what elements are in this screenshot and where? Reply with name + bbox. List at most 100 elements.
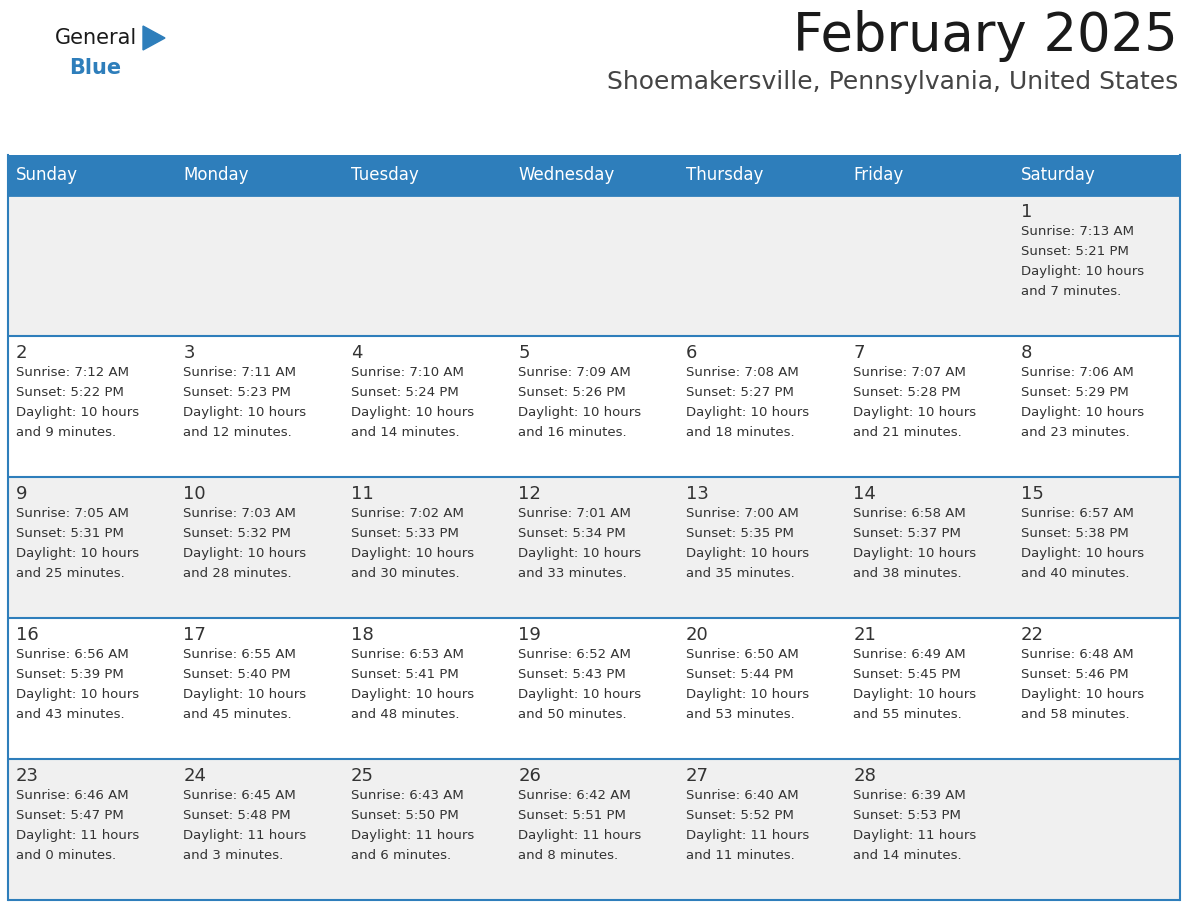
Bar (8, 759, 1180, 900)
Text: Sunset: 5:46 PM: Sunset: 5:46 PM (1020, 668, 1129, 681)
Text: and 6 minutes.: and 6 minutes. (350, 849, 451, 862)
Text: Sunrise: 6:56 AM: Sunrise: 6:56 AM (15, 648, 128, 661)
Text: 13: 13 (685, 485, 708, 503)
Text: and 38 minutes.: and 38 minutes. (853, 567, 962, 580)
Text: Sunset: 5:28 PM: Sunset: 5:28 PM (853, 386, 961, 399)
Text: 12: 12 (518, 485, 542, 503)
Text: and 55 minutes.: and 55 minutes. (853, 708, 962, 721)
Text: and 30 minutes.: and 30 minutes. (350, 567, 460, 580)
Text: Sunset: 5:40 PM: Sunset: 5:40 PM (183, 668, 291, 681)
Text: 27: 27 (685, 767, 709, 785)
Text: Friday: Friday (853, 166, 903, 184)
Text: Daylight: 10 hours: Daylight: 10 hours (183, 688, 307, 701)
Text: Sunset: 5:48 PM: Sunset: 5:48 PM (183, 809, 291, 822)
Text: and 35 minutes.: and 35 minutes. (685, 567, 795, 580)
Text: Daylight: 10 hours: Daylight: 10 hours (518, 406, 642, 419)
Text: Sunset: 5:37 PM: Sunset: 5:37 PM (853, 527, 961, 540)
Text: 3: 3 (183, 344, 195, 362)
Text: and 9 minutes.: and 9 minutes. (15, 426, 116, 439)
Text: Sunset: 5:51 PM: Sunset: 5:51 PM (518, 809, 626, 822)
Text: and 28 minutes.: and 28 minutes. (183, 567, 292, 580)
Bar (8, 336, 1180, 477)
Text: Sunrise: 7:06 AM: Sunrise: 7:06 AM (1020, 366, 1133, 379)
Text: and 33 minutes.: and 33 minutes. (518, 567, 627, 580)
Text: Sunset: 5:50 PM: Sunset: 5:50 PM (350, 809, 459, 822)
Text: Sunset: 5:27 PM: Sunset: 5:27 PM (685, 386, 794, 399)
Text: 6: 6 (685, 344, 697, 362)
Text: and 21 minutes.: and 21 minutes. (853, 426, 962, 439)
Text: Sunset: 5:45 PM: Sunset: 5:45 PM (853, 668, 961, 681)
Text: Daylight: 10 hours: Daylight: 10 hours (518, 688, 642, 701)
Text: Sunrise: 6:45 AM: Sunrise: 6:45 AM (183, 789, 296, 802)
Text: Sunset: 5:29 PM: Sunset: 5:29 PM (1020, 386, 1129, 399)
Text: Blue: Blue (69, 58, 121, 78)
Bar (8, 618, 1180, 759)
Text: Daylight: 10 hours: Daylight: 10 hours (350, 547, 474, 560)
Bar (511, 155, 677, 195)
Text: Sunrise: 7:10 AM: Sunrise: 7:10 AM (350, 366, 463, 379)
Text: 2: 2 (15, 344, 27, 362)
Text: Daylight: 10 hours: Daylight: 10 hours (853, 406, 977, 419)
Text: Sunset: 5:26 PM: Sunset: 5:26 PM (518, 386, 626, 399)
Text: and 53 minutes.: and 53 minutes. (685, 708, 795, 721)
Text: General: General (55, 28, 138, 48)
Text: Daylight: 10 hours: Daylight: 10 hours (350, 688, 474, 701)
Text: Daylight: 10 hours: Daylight: 10 hours (183, 406, 307, 419)
Text: Sunrise: 6:46 AM: Sunrise: 6:46 AM (15, 789, 128, 802)
Text: Monday: Monday (183, 166, 249, 184)
Text: Wednesday: Wednesday (518, 166, 614, 184)
Text: 15: 15 (1020, 485, 1043, 503)
Text: Sunrise: 7:07 AM: Sunrise: 7:07 AM (853, 366, 966, 379)
Text: Sunrise: 7:13 AM: Sunrise: 7:13 AM (1020, 225, 1133, 238)
Text: Sunrise: 6:55 AM: Sunrise: 6:55 AM (183, 648, 296, 661)
Text: Daylight: 11 hours: Daylight: 11 hours (350, 829, 474, 842)
Text: Sunrise: 7:03 AM: Sunrise: 7:03 AM (183, 507, 296, 520)
Text: Sunset: 5:47 PM: Sunset: 5:47 PM (15, 809, 124, 822)
Bar (845, 155, 1012, 195)
Bar (1012, 155, 1180, 195)
Text: 10: 10 (183, 485, 206, 503)
Text: 16: 16 (15, 626, 39, 644)
Bar (8, 155, 176, 195)
Text: Sunset: 5:32 PM: Sunset: 5:32 PM (183, 527, 291, 540)
Text: Sunrise: 6:53 AM: Sunrise: 6:53 AM (350, 648, 463, 661)
Text: 25: 25 (350, 767, 374, 785)
Text: and 16 minutes.: and 16 minutes. (518, 426, 627, 439)
Text: Sunset: 5:22 PM: Sunset: 5:22 PM (15, 386, 124, 399)
Text: and 7 minutes.: and 7 minutes. (1020, 285, 1120, 298)
Text: Daylight: 11 hours: Daylight: 11 hours (183, 829, 307, 842)
Text: Sunrise: 6:50 AM: Sunrise: 6:50 AM (685, 648, 798, 661)
Text: 22: 22 (1020, 626, 1043, 644)
Text: 8: 8 (1020, 344, 1032, 362)
Text: Daylight: 10 hours: Daylight: 10 hours (518, 547, 642, 560)
Bar (8, 477, 1180, 618)
Text: Tuesday: Tuesday (350, 166, 418, 184)
Text: Sunset: 5:24 PM: Sunset: 5:24 PM (350, 386, 459, 399)
Text: Sunset: 5:35 PM: Sunset: 5:35 PM (685, 527, 794, 540)
Text: and 8 minutes.: and 8 minutes. (518, 849, 619, 862)
Text: Sunday: Sunday (15, 166, 78, 184)
Text: 19: 19 (518, 626, 542, 644)
Text: Sunset: 5:34 PM: Sunset: 5:34 PM (518, 527, 626, 540)
Text: Sunset: 5:23 PM: Sunset: 5:23 PM (183, 386, 291, 399)
Text: 26: 26 (518, 767, 542, 785)
Text: Thursday: Thursday (685, 166, 763, 184)
Text: 1: 1 (1020, 203, 1032, 221)
Bar (343, 155, 511, 195)
Text: Daylight: 10 hours: Daylight: 10 hours (853, 688, 977, 701)
Text: 28: 28 (853, 767, 876, 785)
Text: Daylight: 11 hours: Daylight: 11 hours (685, 829, 809, 842)
Text: Sunrise: 6:48 AM: Sunrise: 6:48 AM (1020, 648, 1133, 661)
Text: 4: 4 (350, 344, 362, 362)
Text: Sunset: 5:41 PM: Sunset: 5:41 PM (350, 668, 459, 681)
Text: Sunset: 5:53 PM: Sunset: 5:53 PM (853, 809, 961, 822)
Text: Sunrise: 6:49 AM: Sunrise: 6:49 AM (853, 648, 966, 661)
Text: Sunset: 5:44 PM: Sunset: 5:44 PM (685, 668, 794, 681)
Text: 9: 9 (15, 485, 27, 503)
Text: Sunrise: 7:11 AM: Sunrise: 7:11 AM (183, 366, 297, 379)
Text: Sunrise: 6:42 AM: Sunrise: 6:42 AM (518, 789, 631, 802)
Text: 11: 11 (350, 485, 373, 503)
Text: 7: 7 (853, 344, 865, 362)
Text: and 25 minutes.: and 25 minutes. (15, 567, 125, 580)
Text: 20: 20 (685, 626, 708, 644)
